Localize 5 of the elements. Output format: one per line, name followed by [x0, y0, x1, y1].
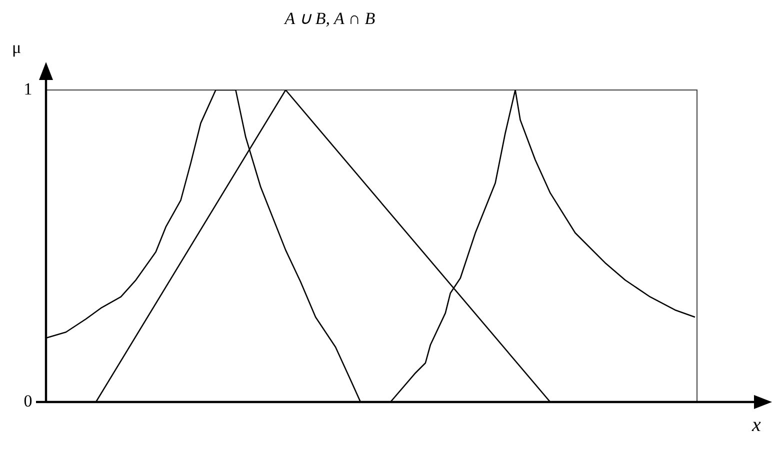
y-tick-label: 1	[24, 79, 32, 98]
chart-title: A ∪ B, A ∩ B	[282, 8, 376, 29]
x-axis-title: x	[752, 414, 761, 437]
y-axis-title: μ	[12, 38, 22, 58]
y-tick-label: 0	[24, 391, 32, 410]
